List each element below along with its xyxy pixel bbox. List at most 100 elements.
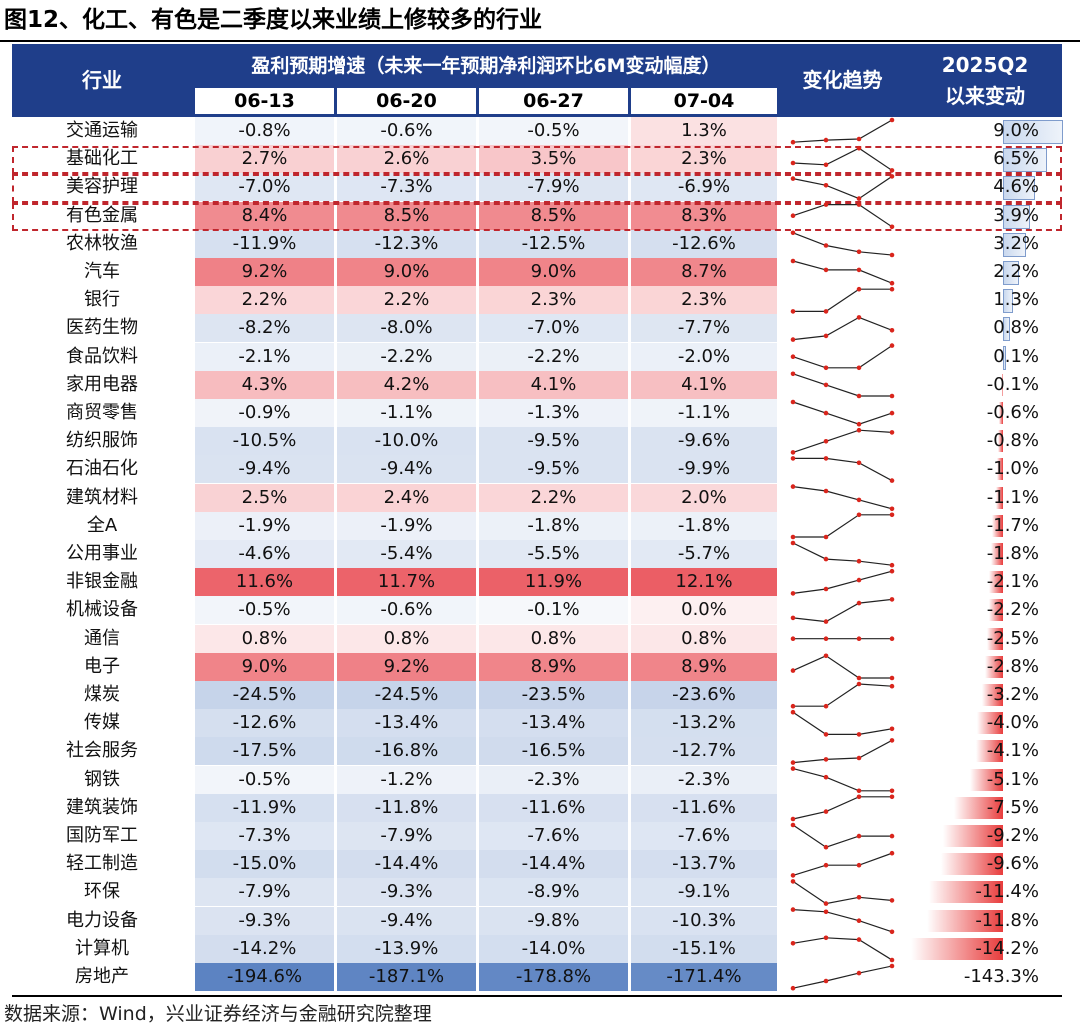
sparkline-point — [856, 145, 862, 151]
change-bar — [929, 881, 1003, 904]
highlight-box — [12, 174, 1062, 203]
growth-cell: -0.5% — [195, 596, 334, 625]
change-bar — [911, 937, 1003, 960]
change-bar — [1003, 120, 1063, 144]
change-value: -143.3% — [963, 966, 1039, 987]
growth-cell: -7.0% — [195, 173, 334, 202]
sparkline — [792, 739, 893, 764]
sparkline-point — [889, 636, 895, 641]
growth-cell: -9.5% — [479, 427, 628, 456]
growth-cell: 2.2% — [479, 483, 628, 512]
growth-cell: -24.5% — [195, 681, 334, 709]
growth-cell: -9.3% — [337, 878, 476, 907]
sparkline-point — [856, 460, 862, 466]
change-bar — [1003, 289, 1014, 314]
growth-cell: -194.6% — [195, 963, 334, 991]
sparkline-point — [823, 935, 829, 941]
change-value: -4.1% — [986, 740, 1039, 762]
sparkline-point — [889, 833, 895, 839]
change-value: -2.1% — [986, 571, 1039, 593]
change-value: -1.0% — [986, 458, 1039, 480]
growth-cell: 2.2% — [337, 286, 476, 315]
industry-name: 电子 — [84, 655, 120, 677]
sparkline-point — [790, 941, 796, 946]
growth-cell: -14.2% — [195, 934, 334, 963]
sparkline-point — [889, 328, 895, 333]
growth-cell: -1.8% — [631, 511, 777, 540]
sparkline-point — [790, 985, 796, 991]
change-bar — [977, 712, 1003, 735]
sparkline-point — [823, 901, 829, 906]
sparkline-point — [856, 196, 862, 201]
growth-cell: 1.3% — [631, 117, 777, 145]
growth-cell: -1.9% — [337, 511, 476, 540]
industry-name: 建筑装饰 — [66, 796, 138, 818]
sparkline — [792, 542, 893, 566]
growth-cell: -9.1% — [631, 878, 777, 907]
change-value: 2.2% — [993, 261, 1039, 282]
change-bar — [986, 627, 1003, 650]
change-value: 3.2% — [993, 232, 1039, 254]
sparkline-point — [823, 382, 829, 388]
growth-cell: -5.5% — [479, 540, 628, 568]
sparkline-point — [823, 844, 829, 850]
industry-name: 房地产 — [75, 966, 129, 987]
sparkline-point — [823, 410, 829, 416]
growth-cell: -7.9% — [195, 878, 334, 907]
growth-cell: 8.7% — [631, 258, 777, 286]
industry-name: 环保 — [84, 881, 120, 903]
growth-cell: -23.5% — [479, 681, 628, 709]
change-bar — [982, 684, 1003, 706]
growth-cell: -13.4% — [337, 709, 476, 738]
growth-cell: -1.2% — [337, 765, 476, 794]
growth-cell: -178.8% — [479, 963, 628, 991]
change-bar — [969, 768, 1003, 791]
change-value: -0.1% — [986, 373, 1039, 395]
sparkline-point — [889, 343, 895, 348]
sparkline-point — [790, 399, 796, 405]
growth-cell: -9.8% — [479, 906, 628, 935]
growth-cell: 2.4% — [337, 483, 476, 512]
industry-name: 医药生物 — [66, 317, 138, 339]
sparkline-point — [790, 176, 796, 181]
industry-name: 非银金融 — [66, 571, 138, 593]
sparkline — [792, 345, 893, 369]
growth-cell: -10.0% — [337, 427, 476, 456]
sparkline-point — [889, 794, 895, 800]
sparkline — [792, 204, 893, 228]
sparkline-point — [889, 562, 895, 568]
growth-cell: 4.2% — [337, 370, 476, 399]
growth-cell: -9.4% — [337, 906, 476, 935]
sparkline-point — [889, 252, 895, 258]
sparkline-point — [790, 615, 796, 621]
sparkline-point — [856, 558, 862, 564]
change-value: 9.0% — [993, 120, 1039, 141]
sparkline — [792, 486, 893, 510]
sparkline-point — [889, 683, 895, 689]
industry-name: 煤炭 — [84, 684, 120, 705]
sparkline-point — [856, 393, 862, 399]
sparkline-point — [889, 506, 895, 512]
sparkline-point — [823, 556, 829, 562]
sparkline-point — [823, 456, 829, 461]
sparkline-point — [856, 788, 862, 794]
growth-cell: -0.8% — [195, 117, 334, 145]
growth-cell: -1.1% — [631, 399, 777, 427]
sparkline — [792, 909, 893, 933]
growth-cell: -2.3% — [631, 765, 777, 794]
growth-cell: -13.2% — [631, 709, 777, 738]
sparkline-point — [889, 597, 895, 602]
growth-cell: -171.4% — [631, 963, 777, 991]
growth-cell: 9.2% — [195, 258, 334, 286]
growth-cell: -12.7% — [631, 737, 777, 766]
growth-cell: -9.6% — [631, 427, 777, 456]
sparkline-point — [790, 258, 796, 264]
growth-cell: -10.3% — [631, 906, 777, 935]
growth-cell: -0.1% — [479, 596, 628, 625]
growth-cell: -2.2% — [337, 342, 476, 371]
growth-cell: -9.3% — [195, 906, 334, 935]
sparkline-point — [889, 280, 895, 286]
change-bar — [999, 402, 1003, 424]
sparkline — [792, 373, 892, 397]
growth-cell: -9.5% — [479, 455, 628, 484]
